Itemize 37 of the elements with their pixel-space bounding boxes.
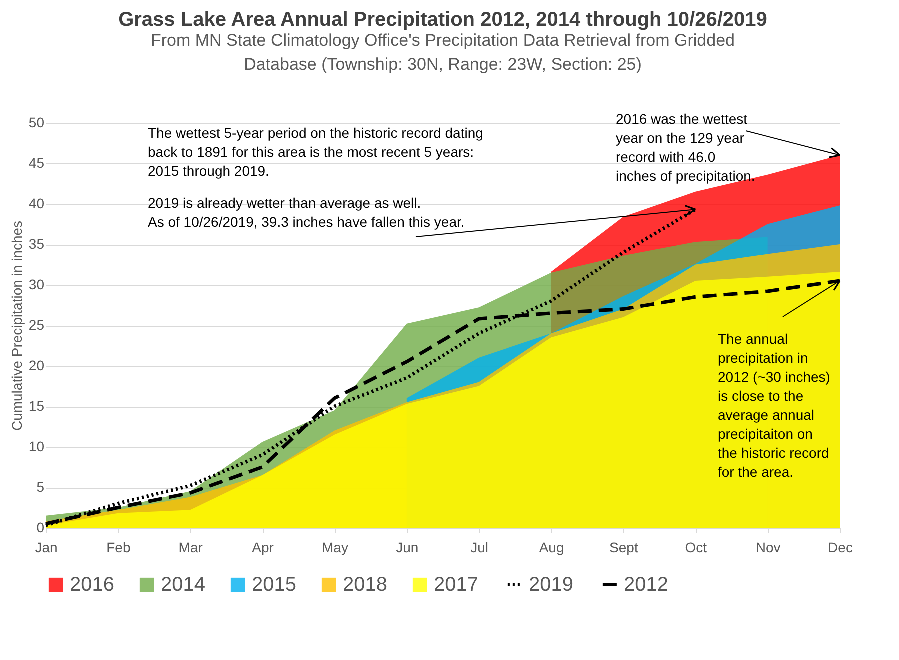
legend-label: 2018 — [343, 574, 388, 596]
x-tick-label: Dec — [828, 540, 853, 556]
y-tick-label: 15 — [28, 398, 45, 414]
annotation: 2019 is already wetter than average as well. As of 10/26/2019, 39.3 inches have fallen this year. — [148, 195, 465, 230]
chart-subtitle: From MN State Climatology Office's Precipitation Data Retrieval from Gridded Database (Township: 30N, Range: 23W, Section: 25) — [151, 31, 735, 74]
x-tick-label: Jan — [35, 540, 58, 556]
y-tick-label: 50 — [28, 114, 45, 130]
legend-label: 2014 — [161, 574, 206, 596]
y-tick-label: 20 — [28, 358, 45, 374]
legend-label: 2016 — [70, 574, 114, 596]
y-tick-label: 40 — [28, 196, 45, 212]
y-tick-label: 0 — [36, 520, 45, 536]
x-tick-label: Nov — [756, 540, 781, 556]
y-tick-label: 10 — [28, 438, 45, 454]
x-tick-label: Oct — [685, 540, 708, 556]
legend-label: 2012 — [624, 574, 668, 596]
x-tick-label: Aug — [539, 540, 564, 556]
x-tick-label: Feb — [106, 540, 131, 556]
x-tick-label: Mar — [178, 540, 204, 556]
y-tick-label: 45 — [28, 155, 45, 171]
x-tick-label: May — [322, 540, 348, 556]
x-tick-label: Jun — [396, 540, 419, 556]
x-tick-label: Jul — [470, 540, 489, 556]
y-tick-label: 30 — [28, 276, 45, 292]
annotation: The wettest 5-year period on the historic record dating back to 1891 for this area is the most recent 5 years: 2015 through 2019. — [148, 125, 484, 179]
legend-label: 2015 — [252, 574, 296, 596]
x-tick-label: Apr — [252, 540, 274, 556]
x-tick-label: Sept — [610, 540, 638, 556]
annotation: The annual precipitation in 2012 (~30 inches) is close to the average annual precipitaiton on the historic record for the area. — [718, 331, 830, 480]
y-tick-label: 5 — [36, 479, 45, 495]
chart-title: Grass Lake Area Annual Precipitation 2012, 2014 through 10/26/2019 — [118, 9, 768, 31]
y-tick-label: 35 — [28, 236, 45, 252]
legend-label: 2019 — [529, 574, 574, 596]
annotation: 2016 was the wettest year on the 129 year record with 46.0 inches of precipitation. — [616, 111, 756, 184]
y-tick-label: 25 — [28, 317, 45, 333]
y-axis-title: Cumulative Precipitation in inches — [8, 220, 25, 432]
legend-label: 2017 — [434, 574, 478, 596]
